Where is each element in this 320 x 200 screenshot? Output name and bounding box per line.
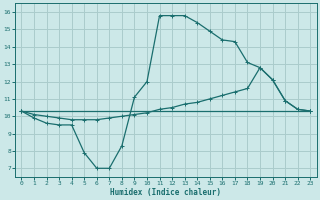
X-axis label: Humidex (Indice chaleur): Humidex (Indice chaleur) [110,188,221,197]
